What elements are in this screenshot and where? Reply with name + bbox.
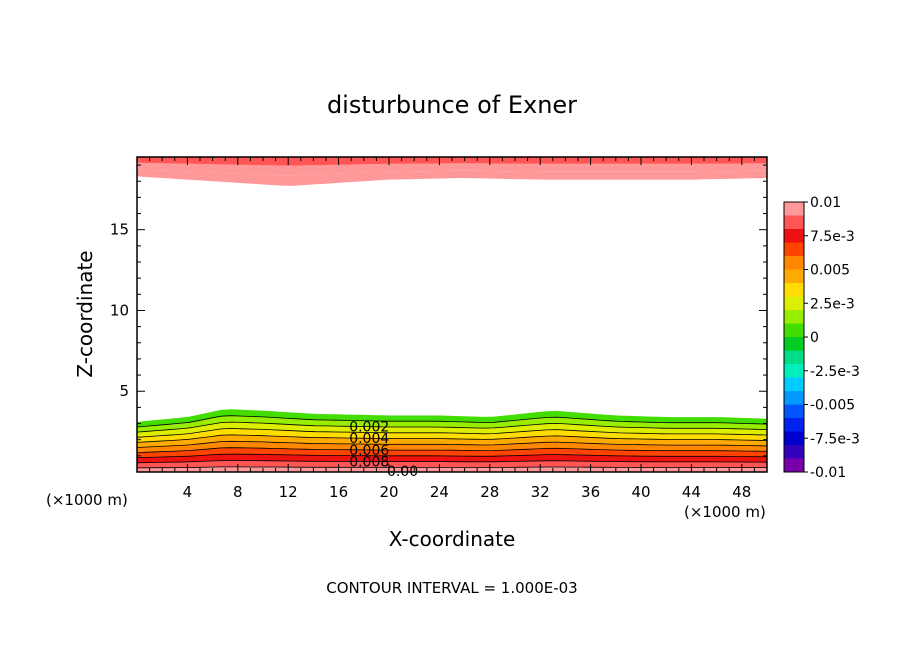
colorbar-segment bbox=[784, 256, 804, 270]
contour-band-bottom bbox=[137, 415, 767, 433]
contour-band-bottom bbox=[137, 428, 767, 443]
x-tick-label: 24 bbox=[430, 483, 449, 501]
y-axis: 5 10 15 bbox=[110, 164, 767, 457]
colorbar-segment bbox=[784, 202, 804, 216]
colorbar-tick-label: -2.5e-3 bbox=[810, 364, 860, 380]
contour-line bbox=[136, 428, 768, 438]
x-tick-label: 28 bbox=[480, 483, 499, 501]
contour-band-bottom bbox=[137, 409, 767, 427]
colorbar-tick-label: -0.01 bbox=[810, 465, 846, 481]
contour-band-bottom bbox=[137, 460, 767, 468]
colorbar-tick-label: 0 bbox=[810, 330, 819, 346]
contour-line bbox=[136, 460, 768, 464]
colorbar-segment bbox=[784, 418, 804, 432]
colorbar-segment bbox=[784, 296, 804, 311]
colorbar-tick-label: 0.005 bbox=[810, 263, 850, 279]
x-tick-label: 8 bbox=[233, 483, 243, 501]
y-axis-label: Z-coordinate bbox=[73, 250, 97, 377]
x-unit-right: (×1000 m) bbox=[684, 503, 766, 521]
y-tick-label: 15 bbox=[110, 221, 129, 239]
x-tick-label: 36 bbox=[581, 483, 600, 501]
colorbar-tick-label: 7.5e-3 bbox=[810, 229, 855, 245]
colorbar-segment bbox=[784, 404, 804, 419]
contour-band-bottom bbox=[137, 454, 767, 463]
colorbar-tick-label: 2.5e-3 bbox=[810, 296, 855, 312]
contour-line bbox=[136, 415, 768, 428]
contour-band-top bbox=[137, 157, 767, 166]
chart-title: disturbunce of Exner bbox=[327, 91, 577, 119]
colorbar-segment bbox=[784, 242, 804, 257]
colorbar-segment bbox=[784, 377, 804, 392]
colorbar-segment bbox=[784, 364, 804, 378]
contour-band-top bbox=[137, 162, 767, 176]
contour-line bbox=[136, 421, 768, 433]
colorbar: 0.01 7.5e-3 0.005 2.5e-3 0 -2.5e-3 -0.005 -7.5e… bbox=[783, 195, 860, 481]
colorbar-segment bbox=[784, 283, 804, 297]
y-tick-label: 5 bbox=[119, 382, 129, 400]
x-axis-label: X-coordinate bbox=[389, 527, 516, 551]
contour-band-top bbox=[137, 169, 767, 186]
y-tick-label: 10 bbox=[110, 301, 129, 319]
contour-line bbox=[136, 466, 767, 469]
colorbar-segment bbox=[784, 350, 804, 365]
contour-line bbox=[136, 453, 768, 459]
x-unit-left: (×1000 m) bbox=[46, 491, 128, 509]
contour-interval-footer: CONTOUR INTERVAL = 1.000E-03 bbox=[326, 579, 577, 597]
x-tick-label: 32 bbox=[531, 483, 550, 501]
x-tick-label: 40 bbox=[631, 483, 650, 501]
colorbar-segment bbox=[784, 310, 804, 324]
contour-band-bottom bbox=[137, 434, 767, 448]
colorbar-segment bbox=[784, 337, 804, 351]
colorbar-segment bbox=[784, 445, 804, 459]
x-tick-label: 4 bbox=[183, 483, 193, 501]
colorbar-segment bbox=[784, 458, 804, 473]
contour-line bbox=[136, 434, 768, 443]
x-tick-label: 12 bbox=[279, 483, 298, 501]
contour-band-bottom bbox=[137, 422, 767, 438]
colorbar-segment bbox=[784, 215, 804, 230]
contour-line bbox=[136, 447, 768, 453]
x-tick-label: 48 bbox=[732, 483, 751, 501]
x-axis: 4 8 12 16 20 24 28 32 36 40 44 48 bbox=[149, 157, 755, 501]
colorbar-tick-label: -0.005 bbox=[810, 398, 855, 414]
colorbar-tick-label: 0.01 bbox=[810, 195, 841, 211]
colorbar-segment bbox=[784, 391, 804, 405]
colorbar-segment bbox=[784, 431, 804, 446]
colorbar-segment bbox=[784, 269, 804, 284]
contour-label: 0.004 bbox=[349, 431, 389, 447]
contour-label: 0.008 bbox=[349, 454, 389, 470]
x-tick-label: 20 bbox=[379, 483, 398, 501]
x-tick-label: 44 bbox=[682, 483, 701, 501]
contour-label: 0.006 bbox=[349, 443, 389, 459]
colorbar-segment bbox=[784, 229, 804, 243]
contour-label: 0.002 bbox=[349, 419, 389, 435]
x-tick-label: 16 bbox=[329, 483, 348, 501]
colorbar-tick-label: -7.5e-3 bbox=[810, 431, 860, 447]
colorbar-segment bbox=[784, 323, 804, 338]
contour-line bbox=[136, 440, 768, 448]
